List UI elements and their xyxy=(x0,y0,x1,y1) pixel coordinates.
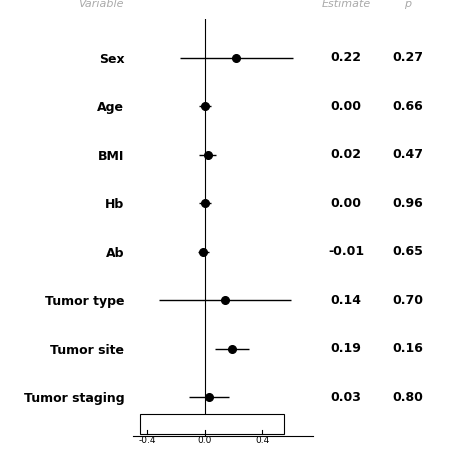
Text: 0.65: 0.65 xyxy=(392,245,423,258)
Text: 0.03: 0.03 xyxy=(330,391,362,404)
Text: 0.0: 0.0 xyxy=(198,436,212,445)
Text: -0.01: -0.01 xyxy=(328,245,364,258)
Text: 0.96: 0.96 xyxy=(392,197,423,210)
Text: 0.14: 0.14 xyxy=(330,294,362,307)
Text: Variable: Variable xyxy=(78,0,123,9)
Bar xyxy=(140,414,284,434)
Text: Estimate: Estimate xyxy=(321,0,371,9)
Text: 0.27: 0.27 xyxy=(392,51,423,64)
Text: 0.47: 0.47 xyxy=(392,148,423,161)
Text: 0.22: 0.22 xyxy=(330,51,362,64)
Text: 0.02: 0.02 xyxy=(330,148,362,161)
Text: 0.70: 0.70 xyxy=(392,294,423,307)
Text: 0.16: 0.16 xyxy=(392,342,423,356)
Text: 0.00: 0.00 xyxy=(330,100,362,113)
Text: 0.00: 0.00 xyxy=(330,197,362,210)
Text: 0.66: 0.66 xyxy=(392,100,423,113)
Text: p: p xyxy=(404,0,411,9)
Text: 0.19: 0.19 xyxy=(330,342,362,356)
Text: 0.80: 0.80 xyxy=(392,391,423,404)
Text: 0.4: 0.4 xyxy=(255,436,270,445)
Text: -0.4: -0.4 xyxy=(138,436,156,445)
